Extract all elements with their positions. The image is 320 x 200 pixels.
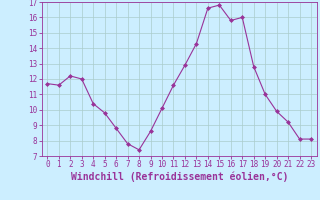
X-axis label: Windchill (Refroidissement éolien,°C): Windchill (Refroidissement éolien,°C) bbox=[70, 172, 288, 182]
